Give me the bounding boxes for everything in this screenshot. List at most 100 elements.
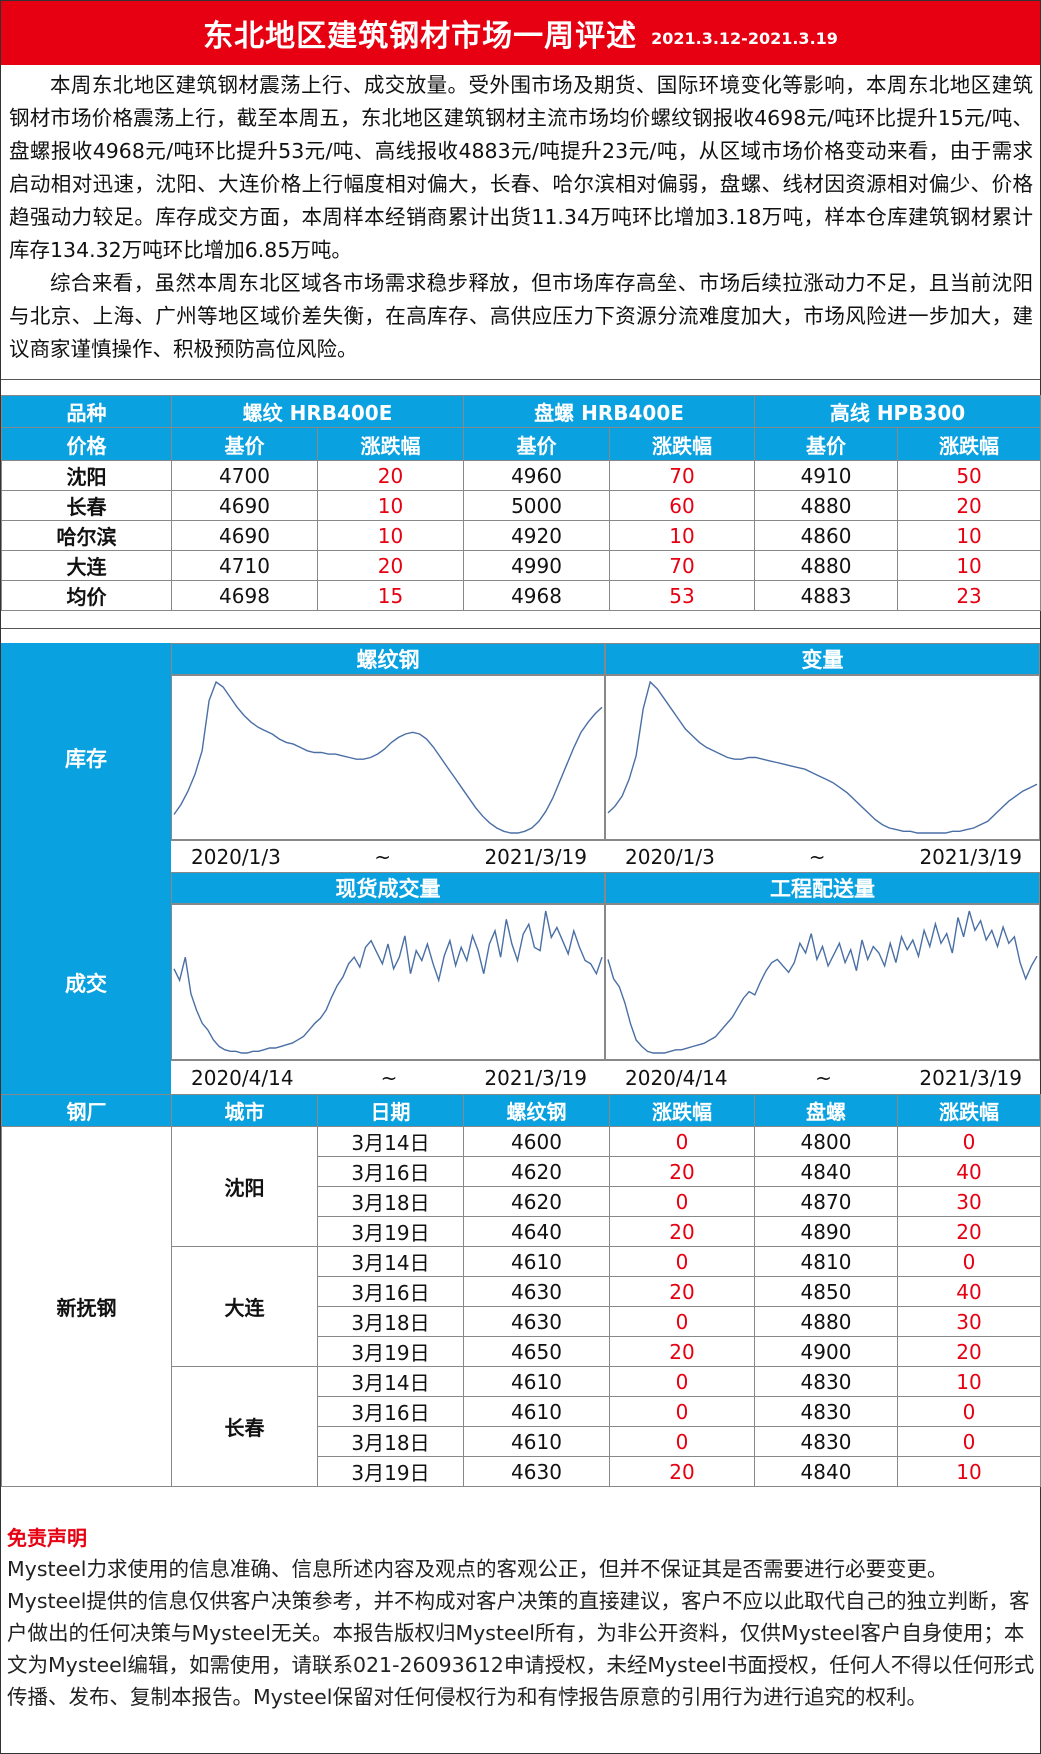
rebar-price-cell: 4630: [463, 1276, 610, 1307]
coil-price-cell: 4880: [754, 1306, 898, 1337]
disclaimer-line: Mysteel提供的信息仅供客户决策参考，并不构成对客户决策的直接建议，客户不应…: [7, 1589, 1035, 1709]
line-chart-delivery-volume: [605, 904, 1040, 1060]
chart-x-axis: 2020/1/3 ~ 2021/3/19: [605, 840, 1040, 872]
mill-row: 3月18日 4610 0 4830 0: [2, 1426, 1041, 1457]
coil-change-cell: 0: [897, 1246, 1041, 1277]
price-change-cell: 50: [897, 460, 1041, 491]
divider: [1, 628, 1040, 629]
axis-end-date: 2021/3/19: [484, 1065, 587, 1090]
axis-tilde: ~: [380, 1065, 398, 1090]
axis-start-date: 2020/4/14: [625, 1065, 728, 1090]
rebar-change-cell: 0: [609, 1306, 755, 1337]
price-row: 长春 4690 10 5000 60 4880 20: [1, 490, 1041, 521]
price-change-cell: 20: [316, 460, 465, 491]
axis-start-date: 2020/4/14: [191, 1065, 294, 1090]
price-change-cell: 10: [316, 520, 465, 551]
inventory-label: 库存: [1, 643, 171, 872]
coil-change-cell: 10: [897, 1456, 1041, 1487]
coil-price-cell: 4830: [754, 1426, 898, 1457]
coil-price-cell: 4850: [754, 1276, 898, 1307]
mill-date-cell: 3月14日: [317, 1366, 464, 1397]
price-change-cell: 20: [316, 550, 465, 581]
price-change-cell: 10: [897, 550, 1041, 581]
price-change-cell: 20: [897, 490, 1041, 521]
price-base-cell: 4690: [171, 520, 318, 551]
coil-price-cell: 4890: [754, 1216, 898, 1247]
price-base-cell: 4690: [171, 490, 318, 521]
price-base-cell: 4920: [463, 520, 611, 551]
header-change: 涨跌幅: [609, 427, 756, 461]
rebar-price-cell: 4600: [463, 1126, 610, 1157]
header-base: 基价: [171, 427, 318, 461]
mill-row: 3月19日 4650 20 4900 20: [2, 1336, 1041, 1367]
axis-end-date: 2021/3/19: [919, 844, 1022, 869]
price-row: 哈尔滨 4690 10 4920 10 4860 10: [1, 520, 1041, 551]
rebar-price-cell: 4620: [463, 1156, 610, 1187]
volume-label: 成交: [1, 872, 171, 1094]
header-mill: 钢厂: [1, 1094, 172, 1127]
coil-change-cell: 0: [897, 1396, 1041, 1427]
rebar-change-cell: 20: [609, 1156, 755, 1187]
price-change-cell: 10: [316, 490, 465, 521]
header-coil: 盘螺 HRB400E: [463, 395, 756, 428]
header-base: 基价: [463, 427, 611, 461]
series-line: [173, 910, 603, 1054]
report-date-range: 2021.3.12-2021.3.19: [651, 28, 838, 48]
price-change-cell: 10: [897, 520, 1041, 551]
chart-title-spot-volume: 现货成交量: [171, 872, 605, 904]
rebar-price-cell: 4610: [463, 1366, 610, 1397]
header-coil: 盘螺: [754, 1094, 898, 1127]
rebar-change-cell: 20: [609, 1276, 755, 1307]
line-chart-svg: [607, 680, 1038, 834]
coil-price-cell: 4800: [754, 1126, 898, 1157]
mill-date-cell: 3月14日: [317, 1126, 464, 1157]
rebar-change-cell: 0: [609, 1126, 755, 1157]
price-table-body: 沈阳 4700 20 4960 70 4910 50 长春 4690 10 5000 60 4880 20…: [1, 460, 1041, 611]
chart-title-change: 变量: [605, 643, 1040, 675]
price-base-cell: 4698: [171, 580, 318, 611]
price-base-cell: 4910: [754, 460, 899, 491]
price-base-cell: 4710: [171, 550, 318, 581]
mill-date-cell: 3月16日: [317, 1396, 464, 1427]
header-price: 价格: [1, 427, 172, 461]
price-change-cell: 23: [897, 580, 1041, 611]
price-base-cell: 4968: [463, 580, 611, 611]
report-title: 东北地区建筑钢材市场一周评述: [203, 19, 638, 54]
rebar-price-cell: 4640: [463, 1216, 610, 1247]
price-row: 沈阳 4700 20 4960 70 4910 50: [1, 460, 1041, 491]
axis-end-date: 2021/3/19: [484, 844, 587, 869]
mill-date-cell: 3月19日: [317, 1456, 464, 1487]
rebar-price-cell: 4630: [463, 1306, 610, 1337]
report-header: 东北地区建筑钢材市场一周评述 2021.3.12-2021.3.19: [1, 1, 1040, 65]
rebar-price-cell: 4620: [463, 1186, 610, 1217]
summary-paragraph: 综合来看，虽然本周东北区域各市场需求稳步释放，但市场库存高垒、市场后续拉涨动力不…: [9, 271, 1033, 361]
price-row: 均价 4698 15 4968 53 4883 23: [1, 580, 1041, 611]
mill-row: 3月18日 4630 0 4880 30: [2, 1306, 1041, 1337]
price-change-cell: 15: [316, 580, 465, 611]
header-base: 基价: [754, 427, 899, 461]
header-wire: 高线 HPB300: [754, 395, 1041, 428]
axis-start-date: 2020/1/3: [191, 844, 281, 869]
header-rebar: 螺纹钢: [463, 1094, 610, 1127]
coil-change-cell: 0: [897, 1126, 1041, 1157]
rebar-change-cell: 0: [609, 1366, 755, 1397]
rebar-change-cell: 0: [609, 1186, 755, 1217]
coil-change-cell: 20: [897, 1336, 1041, 1367]
coil-change-cell: 30: [897, 1306, 1041, 1337]
price-base-cell: 5000: [463, 490, 611, 521]
disclaimer-title: 免责声明: [7, 1526, 87, 1550]
coil-change-cell: 0: [897, 1426, 1041, 1457]
coil-price-cell: 4810: [754, 1246, 898, 1277]
header-change: 涨跌幅: [609, 1094, 755, 1127]
coil-change-cell: 40: [897, 1276, 1041, 1307]
coil-price-cell: 4840: [754, 1156, 898, 1187]
coil-price-cell: 4840: [754, 1456, 898, 1487]
disclaimer: 免责声明 Mysteel力求使用的信息准确、信息所述内容及观点的客观公正，但并不…: [7, 1523, 1035, 1713]
mill-row: 3月16日 4610 0 4830 0: [2, 1396, 1041, 1427]
rebar-price-cell: 4650: [463, 1336, 610, 1367]
mill-city: 长春: [171, 1366, 318, 1487]
header-change: 涨跌幅: [897, 427, 1041, 461]
series-line: [607, 910, 1038, 1054]
chart-title-delivery-volume: 工程配送量: [605, 872, 1040, 904]
axis-tilde: ~: [808, 844, 826, 869]
